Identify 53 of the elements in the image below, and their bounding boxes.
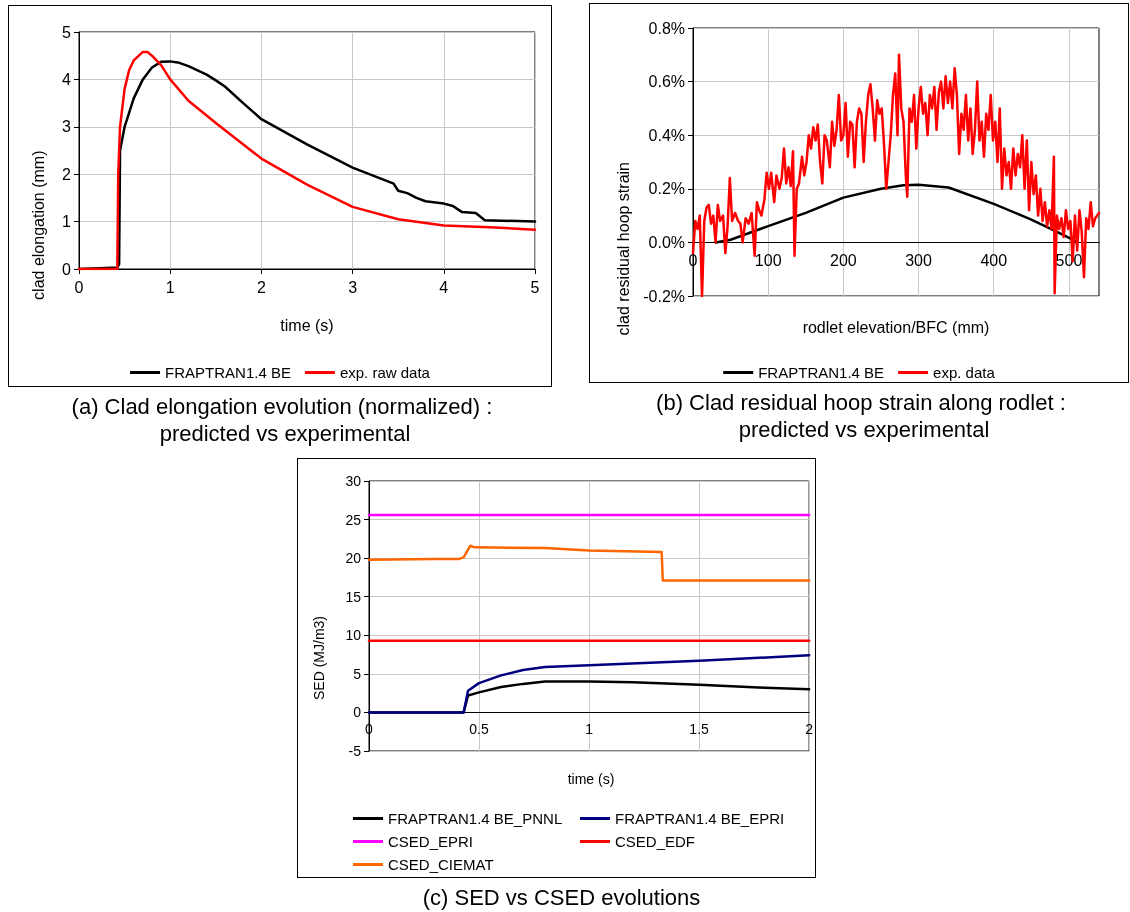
y-axis-title: SED (MJ/m3) <box>311 616 327 700</box>
legend-label: CSED_EDF <box>615 833 696 850</box>
x-tick-label: 400 <box>980 251 1008 269</box>
x-tick-label: 2 <box>805 721 814 738</box>
legend-label: CSED_CIEMAT <box>388 856 494 873</box>
y-tick-label: 0.8% <box>648 19 685 37</box>
x-tick-label: 4 <box>439 278 449 296</box>
y-tick-label: 3 <box>62 118 72 136</box>
legend-label: FRAPTRAN1.4 BE <box>165 364 291 381</box>
y-tick-label: 20 <box>345 550 362 567</box>
legend-label: exp. data <box>933 364 996 381</box>
y-tick-label: 0 <box>353 704 362 721</box>
y-tick-label: 4 <box>62 70 72 88</box>
y-tick-label: 15 <box>345 588 362 605</box>
x-tick-label: 1.5 <box>689 721 710 738</box>
line-series <box>691 53 1101 298</box>
legend-label: CSED_EPRI <box>388 833 474 850</box>
legend-label: FRAPTRAN1.4 BE <box>758 364 885 381</box>
x-tick-label: 1 <box>585 721 594 738</box>
y-tick-label: 25 <box>345 511 362 528</box>
y-tick-label: 1 <box>62 213 72 231</box>
y-tick-label: 2 <box>62 165 72 183</box>
y-tick-label: 0.6% <box>648 73 685 91</box>
y-axis-title: clad residual hoop strain <box>614 162 632 336</box>
x-axis-title: rodlet elevation/BFC (mm) <box>802 318 990 336</box>
legend-label: exp. raw data <box>339 364 431 381</box>
y-tick-label: 30 <box>345 473 362 489</box>
x-tick-label: 0.5 <box>469 721 489 738</box>
x-axis-title: time (s) <box>280 316 334 334</box>
text: (c) SED vs CSED evolutions <box>422 885 701 910</box>
legend-label: FRAPTRAN1.4 BE_EPRI <box>615 810 785 827</box>
y-tick-label: 0.2% <box>648 180 685 198</box>
y-tick-label: -5 <box>348 743 362 759</box>
y-tick-label: 0.4% <box>648 126 685 144</box>
y-tick-label: 5 <box>62 23 72 41</box>
x-tick-label: 200 <box>830 251 857 269</box>
y-tick-label: -0.2% <box>643 287 685 305</box>
x-tick-label: 2 <box>256 278 266 296</box>
x-tick-label: 0 <box>74 278 84 296</box>
x-axis-title: time (s) <box>567 771 615 787</box>
text: (b) Clad residual hoop strain along rodlet : predicted vs experimental <box>656 390 1072 442</box>
line-series <box>367 654 811 714</box>
text: (a) Clad elongation evolution (normalized) : predicted vs experimental <box>71 394 499 446</box>
y-tick-label: 5 <box>353 665 362 682</box>
y-tick-label: 10 <box>345 627 362 644</box>
legend-label: FRAPTRAN1.4 BE_PNNL <box>388 810 563 827</box>
line-series <box>367 544 811 582</box>
x-tick-label: 1 <box>165 278 175 296</box>
x-tick-label: 300 <box>905 251 932 269</box>
y-tick-label: 0.0% <box>648 233 685 251</box>
y-axis-title: clad elongation (mm) <box>29 150 47 300</box>
x-tick-label: 100 <box>754 251 782 269</box>
x-tick-label: 5 <box>530 278 540 296</box>
